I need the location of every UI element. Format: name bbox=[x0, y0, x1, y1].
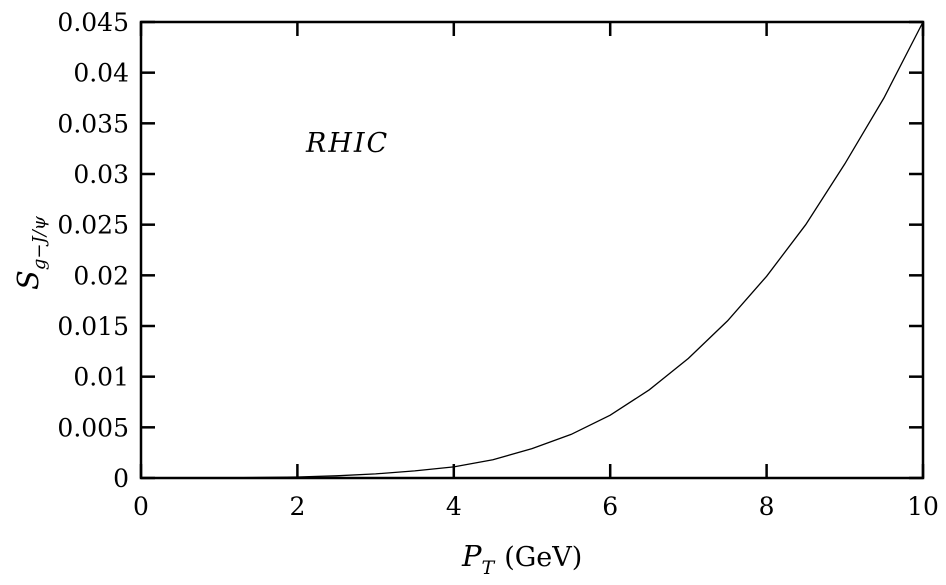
x-axis-subscript: T bbox=[482, 557, 496, 579]
x-tick-label: 10 bbox=[907, 492, 939, 521]
x-axis-unit: (GeV) bbox=[504, 542, 582, 573]
y-axis-title: Sg−J/ψ bbox=[11, 215, 50, 290]
x-tick-label: 6 bbox=[602, 492, 618, 521]
axis-ticks bbox=[139, 20, 925, 480]
y-tick-label: 0.025 bbox=[57, 211, 129, 240]
y-tick-label: 0.035 bbox=[57, 109, 129, 138]
y-tick-label: 0.015 bbox=[57, 312, 129, 341]
x-axis-title: PT (GeV) bbox=[461, 539, 582, 579]
annotation-label: RHIC bbox=[305, 128, 389, 159]
plot-frame bbox=[139, 20, 925, 480]
x-axis-symbol: P bbox=[461, 539, 482, 573]
y-axis-symbol: S bbox=[11, 270, 45, 290]
y-tick-label: 0.01 bbox=[73, 363, 129, 392]
y-tick-label: 0.04 bbox=[73, 59, 129, 88]
y-tick-label: 0.02 bbox=[73, 261, 129, 290]
x-tick-labels: 0 2 4 6 8 10 bbox=[133, 492, 939, 521]
x-tick-label: 2 bbox=[289, 492, 305, 521]
series-line bbox=[140, 21, 924, 479]
y-axis-subscript: g−J/ψ bbox=[29, 215, 50, 270]
y-tick-label: 0.045 bbox=[57, 8, 129, 37]
y-tick-labels: 0 0.005 0.01 0.015 0.02 0.025 0.03 0.035 0.04 0.0… bbox=[57, 8, 129, 493]
y-tick-label: 0.03 bbox=[73, 160, 129, 189]
x-tick-label: 0 bbox=[133, 492, 149, 521]
x-tick-label: 8 bbox=[759, 492, 775, 521]
x-tick-label: 4 bbox=[446, 492, 462, 521]
y-tick-label: 0.005 bbox=[57, 413, 129, 442]
y-tick-label: 0 bbox=[113, 464, 129, 493]
